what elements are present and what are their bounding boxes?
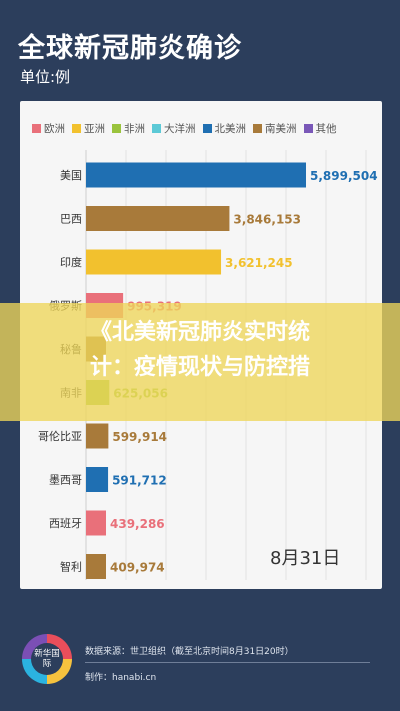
logo-text: 新华国际 <box>31 643 63 675</box>
legend-swatch <box>253 124 262 133</box>
value-label: 591,712 <box>112 474 167 488</box>
legend-label: 非洲 <box>124 123 145 135</box>
legend-label: 欧洲 <box>44 123 65 135</box>
category-label: 印度 <box>60 255 82 269</box>
value-label: 599,914 <box>112 430 167 444</box>
bar <box>86 162 306 188</box>
legend-item: 大洋洲 <box>152 121 196 136</box>
banner-line-2: 计：疫情现状与防控措 <box>89 355 310 380</box>
category-label: 哥伦比亚 <box>38 429 82 443</box>
legend-item: 南美洲 <box>253 121 297 136</box>
title-banner <box>0 303 400 421</box>
legend-item: 其他 <box>303 121 337 136</box>
legend-item: 北美洲 <box>202 121 247 136</box>
value-label: 3,846,153 <box>233 213 301 227</box>
xinhua-logo: 新华国际 <box>22 634 72 684</box>
bar <box>86 554 106 579</box>
legend-swatch <box>32 124 41 133</box>
bar <box>86 510 106 536</box>
date-annotation: 8月31日 <box>270 548 341 569</box>
legend-item: 亚洲 <box>72 121 105 136</box>
banner-line-1: 《北美新冠肺炎实时统 <box>89 320 310 345</box>
bar <box>86 249 222 275</box>
legend-item: 非洲 <box>112 121 145 136</box>
legend-swatch <box>202 124 212 133</box>
legend-swatch <box>72 124 81 133</box>
legend-label: 南美洲 <box>265 123 297 135</box>
category-label: 智利 <box>60 560 82 574</box>
category-label: 巴西 <box>60 213 82 226</box>
category-label: 墨西哥 <box>49 474 82 487</box>
banner-text: 《北美新冠肺炎实时统 计：疫情现状与防控措 <box>0 315 400 385</box>
page-title: 全球新冠肺炎确诊 <box>18 33 242 64</box>
legend-label: 大洋洲 <box>164 123 196 135</box>
value-label: 439,286 <box>110 517 165 531</box>
value-label: 5,899,504 <box>310 169 378 183</box>
category-label: 西班牙 <box>49 517 82 530</box>
legend-swatch <box>152 124 161 133</box>
unit-label: 单位:例 <box>20 68 71 86</box>
chart-legend: 欧洲 亚洲 非洲 大洋洲 北美洲 南美洲 其他 <box>32 121 337 136</box>
bar <box>86 467 109 492</box>
value-label: 3,621,245 <box>225 256 293 270</box>
bar <box>86 423 109 449</box>
made-by: 制作：hanabi.cn <box>85 673 157 683</box>
data-source: 数据来源：世卫组织（截至北京时间8月31日20时） <box>85 647 294 657</box>
legend-swatch <box>112 124 121 133</box>
legend-label: 其他 <box>315 123 337 135</box>
legend-item: 欧洲 <box>32 121 65 136</box>
footer-divider <box>85 662 370 663</box>
bar <box>86 206 230 231</box>
category-label: 美国 <box>60 169 82 182</box>
value-label: 409,974 <box>110 561 165 575</box>
legend-label: 北美洲 <box>214 123 247 135</box>
legend-label: 亚洲 <box>84 123 105 135</box>
legend-swatch <box>303 124 313 133</box>
